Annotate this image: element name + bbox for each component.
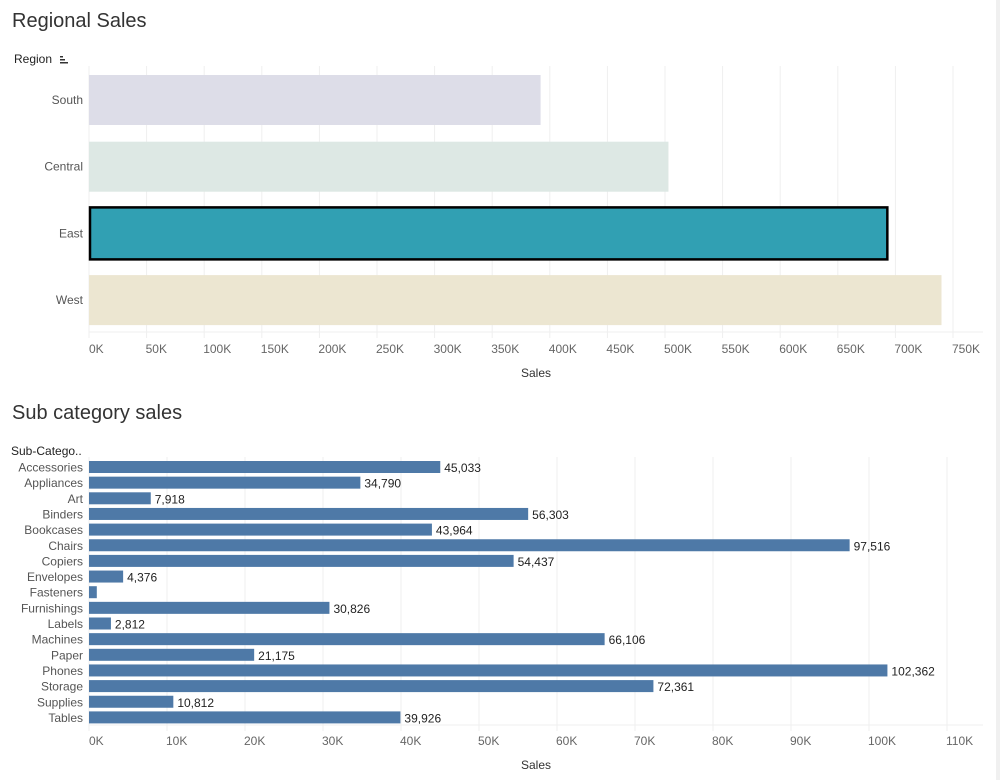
- bar-paper[interactable]: [89, 648, 255, 661]
- regional-sales-title: Regional Sales: [12, 10, 147, 32]
- bar-storage[interactable]: [89, 680, 654, 693]
- category-label: South: [52, 93, 83, 107]
- data-label: 30,826: [333, 602, 370, 616]
- bar-bookcases[interactable]: [89, 523, 432, 536]
- x-tick-label: 0K: [89, 342, 104, 356]
- category-label: Accessories: [18, 461, 83, 475]
- category-label: Binders: [42, 507, 83, 521]
- bar-supplies[interactable]: [89, 695, 174, 708]
- category-label: Storage: [41, 680, 83, 694]
- x-tick-label: 750K: [952, 342, 980, 356]
- sub-category-field-header[interactable]: Sub-Catego..: [11, 444, 82, 458]
- bar-furnishings[interactable]: [89, 601, 330, 614]
- bar-phones[interactable]: [89, 664, 888, 677]
- x-tick-label: 80K: [712, 734, 733, 748]
- bar-chairs[interactable]: [89, 539, 850, 552]
- data-label: 10,812: [177, 696, 214, 710]
- bar-envelopes[interactable]: [89, 570, 124, 583]
- x-tick-label: 10K: [166, 734, 187, 748]
- category-label: Bookcases: [24, 523, 83, 537]
- bar-west[interactable]: [89, 275, 942, 326]
- x-tick-label: 40K: [400, 734, 421, 748]
- sort-descending-icon[interactable]: [59, 55, 69, 65]
- sub-category-header-label: Sub-Catego..: [11, 444, 82, 458]
- category-label: Furnishings: [21, 601, 83, 615]
- data-label: 43,964: [436, 524, 473, 538]
- x-tick-label: 200K: [318, 342, 346, 356]
- bar-labels[interactable]: [89, 617, 111, 630]
- bar-tables[interactable]: [89, 711, 401, 724]
- bar-fasteners[interactable]: [89, 586, 97, 599]
- data-label: 56,303: [532, 508, 569, 522]
- region-field-header[interactable]: Region: [14, 52, 69, 66]
- x-tick-label: 450K: [606, 342, 634, 356]
- data-label: 102,362: [891, 664, 935, 678]
- data-label: 2,812: [115, 618, 145, 632]
- x-tick-label: 250K: [376, 342, 404, 356]
- category-label: Phones: [42, 664, 83, 678]
- category-label: Labels: [48, 617, 83, 631]
- category-label: Envelopes: [27, 570, 83, 584]
- x-tick-label: 550K: [722, 342, 750, 356]
- x-tick-label: 50K: [146, 342, 167, 356]
- data-label: 72,361: [657, 680, 694, 694]
- category-label: West: [56, 293, 84, 307]
- bar-central[interactable]: [89, 141, 669, 192]
- data-label: 21,175: [258, 649, 295, 663]
- x-tick-label: 650K: [837, 342, 865, 356]
- category-label: Chairs: [48, 539, 83, 553]
- x-axis-title: Sales: [521, 758, 551, 772]
- bar-east[interactable]: [88, 206, 889, 261]
- data-label: 34,790: [364, 477, 401, 491]
- category-label: Machines: [32, 633, 83, 647]
- bar-appliances[interactable]: [89, 476, 361, 489]
- x-tick-label: 500K: [664, 342, 692, 356]
- x-tick-label: 50K: [478, 734, 499, 748]
- x-tick-label: 70K: [634, 734, 655, 748]
- x-tick-label: 150K: [261, 342, 289, 356]
- category-label: Supplies: [37, 695, 83, 709]
- data-label: 54,437: [518, 555, 555, 569]
- data-label: 45,033: [444, 461, 481, 475]
- category-label: Paper: [51, 648, 83, 662]
- x-tick-label: 600K: [779, 342, 807, 356]
- x-tick-label: 90K: [790, 734, 811, 748]
- bar-art[interactable]: [89, 492, 151, 505]
- category-label: Central: [44, 160, 83, 174]
- x-tick-label: 700K: [894, 342, 922, 356]
- x-tick-label: 30K: [322, 734, 343, 748]
- region-header-label: Region: [14, 52, 53, 66]
- regional-sales-chart: South Central East West 0K 50K 100K 150K 200K 250…: [44, 66, 983, 380]
- x-tick-label: 400K: [549, 342, 577, 356]
- data-label: 66,106: [609, 633, 646, 647]
- data-label: 4,376: [127, 571, 157, 585]
- bar-south[interactable]: [89, 75, 541, 125]
- bar-machines[interactable]: [89, 633, 605, 646]
- category-label: Art: [68, 492, 84, 506]
- category-label: Appliances: [24, 476, 83, 490]
- x-tick-label: 350K: [491, 342, 519, 356]
- x-tick-label: 300K: [434, 342, 462, 356]
- category-label: Tables: [48, 711, 83, 725]
- sub-category-sales-title: Sub category sales: [12, 402, 183, 424]
- category-label: Fasteners: [30, 586, 83, 600]
- data-label: 7,918: [155, 492, 185, 506]
- x-tick-label: 100K: [203, 342, 231, 356]
- scrollbar-track[interactable]: [996, 0, 1000, 780]
- x-tick-label: 100K: [868, 734, 896, 748]
- x-tick-label: 60K: [556, 734, 577, 748]
- bar-copiers[interactable]: [89, 554, 514, 567]
- category-label: East: [59, 226, 84, 240]
- category-label: Copiers: [42, 554, 83, 568]
- x-axis-title: Sales: [521, 366, 551, 380]
- data-label: 39,926: [404, 711, 441, 725]
- x-tick-label: 0K: [89, 734, 104, 748]
- bar-accessories[interactable]: [89, 461, 441, 473]
- bar-binders[interactable]: [89, 507, 529, 520]
- data-label: 97,516: [854, 539, 891, 553]
- x-tick-label: 110K: [946, 734, 973, 748]
- x-tick-label: 20K: [244, 734, 265, 748]
